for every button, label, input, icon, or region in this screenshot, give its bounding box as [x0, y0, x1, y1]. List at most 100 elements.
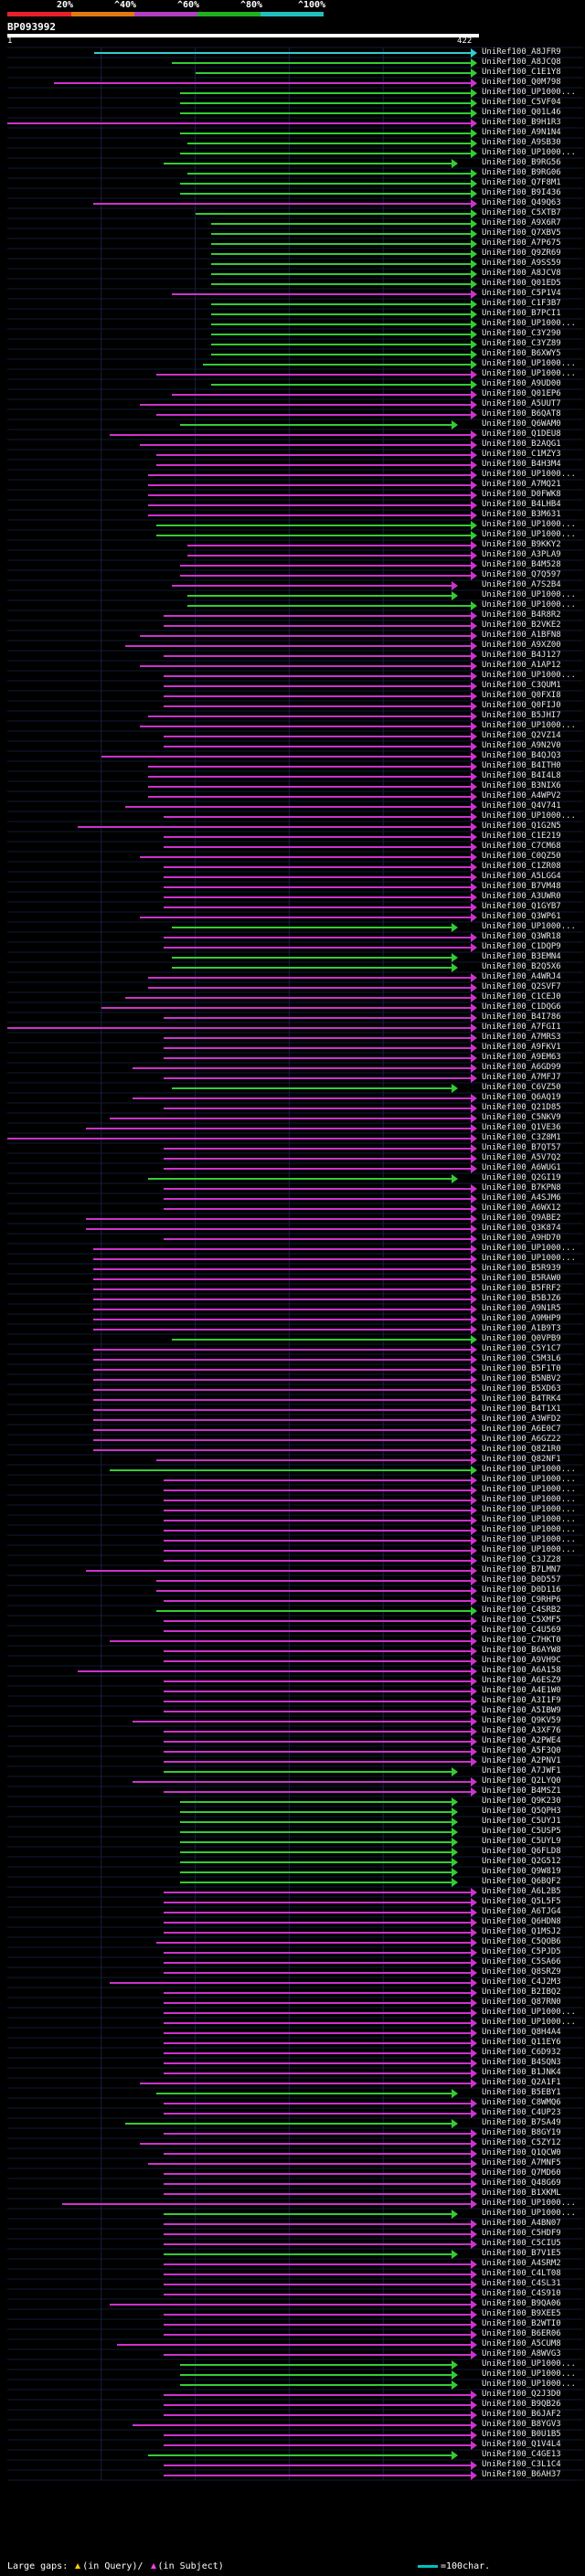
hit-label[interactable]: UniRef100_B9H1R3	[482, 118, 561, 127]
hit-label[interactable]: UniRef100_A4WPV2	[482, 791, 561, 800]
hit-alignment-bar[interactable]	[164, 2002, 472, 2004]
hit-row[interactable]: UniRef100_B7QT57	[0, 1143, 585, 1153]
hit-label[interactable]: UniRef100_C4GE13	[482, 2450, 561, 2459]
hit-alignment-bar[interactable]	[164, 1962, 472, 1964]
hit-row[interactable]: UniRef100_B4TRK4	[0, 1394, 585, 1405]
hit-alignment-bar[interactable]	[7, 1027, 472, 1029]
hit-alignment-bar[interactable]	[164, 1731, 472, 1733]
hit-alignment-bar[interactable]	[124, 645, 472, 647]
hit-row[interactable]: UniRef100_UP1000...	[0, 600, 585, 610]
hit-row[interactable]: UniRef100_Q2GI19	[0, 1173, 585, 1183]
hit-label[interactable]: UniRef100_B4TRK4	[482, 1394, 561, 1404]
hit-label[interactable]: UniRef100_Q21D85	[482, 1103, 561, 1112]
hit-label[interactable]: UniRef100_UP1000...	[482, 1465, 576, 1474]
hit-label[interactable]: UniRef100_A9N2V0	[482, 741, 561, 750]
hit-alignment-bar[interactable]	[164, 2294, 472, 2295]
hit-label[interactable]: UniRef100_Q82NF1	[482, 1455, 561, 1464]
hit-label[interactable]: UniRef100_Q3WR18	[482, 932, 561, 941]
hit-alignment-bar[interactable]	[85, 1128, 472, 1129]
hit-label[interactable]: UniRef100_Q6AQ19	[482, 1093, 561, 1102]
hit-row[interactable]: UniRef100_C4SRB2	[0, 1606, 585, 1616]
hit-alignment-bar[interactable]	[210, 323, 472, 325]
hit-row[interactable]: UniRef100_A6GZ22	[0, 1435, 585, 1445]
hit-row[interactable]: UniRef100_B3EMN4	[0, 952, 585, 962]
hit-label[interactable]: UniRef100_A6E0C7	[482, 1425, 561, 1434]
hit-alignment-bar[interactable]	[171, 1087, 453, 1089]
hit-alignment-bar[interactable]	[164, 1489, 472, 1491]
hit-label[interactable]: UniRef100_B7V1E5	[482, 2249, 561, 2258]
hit-row[interactable]: UniRef100_Q5L5F5	[0, 1897, 585, 1907]
hit-row[interactable]: UniRef100_UP1000...	[0, 470, 585, 480]
hit-alignment-bar[interactable]	[171, 927, 453, 928]
hit-row[interactable]: UniRef100_B5EBY1	[0, 2088, 585, 2098]
hit-row[interactable]: UniRef100_Q3K874	[0, 1224, 585, 1234]
hit-alignment-bar[interactable]	[93, 1329, 472, 1330]
hit-label[interactable]: UniRef100_A9FKV1	[482, 1043, 561, 1052]
hit-label[interactable]: UniRef100_B5XD63	[482, 1384, 561, 1394]
hit-label[interactable]: UniRef100_UP1000...	[482, 319, 576, 328]
hit-row[interactable]: UniRef100_D0FWK8	[0, 490, 585, 500]
hit-row[interactable]: UniRef100_UP1000...	[0, 359, 585, 369]
hit-label[interactable]: UniRef100_Q0VPB9	[482, 1334, 561, 1343]
hit-row[interactable]: UniRef100_A7MRS3	[0, 1033, 585, 1043]
hit-alignment-bar[interactable]	[148, 1178, 453, 1180]
hit-label[interactable]: UniRef100_A9EM63	[482, 1053, 561, 1062]
hit-label[interactable]: UniRef100_B5EBY1	[482, 2088, 561, 2097]
hit-label[interactable]: UniRef100_B1JNK4	[482, 2068, 561, 2077]
hit-alignment-bar[interactable]	[164, 1560, 472, 1562]
hit-row[interactable]: UniRef100_UP1000...	[0, 1475, 585, 1485]
hit-alignment-bar[interactable]	[148, 2454, 453, 2456]
hit-alignment-bar[interactable]	[93, 1369, 472, 1371]
hit-row[interactable]: UniRef100_Q0FXI8	[0, 691, 585, 701]
hit-label[interactable]: UniRef100_Q5QPH3	[482, 1807, 561, 1816]
hit-row[interactable]: UniRef100_B3NIX6	[0, 781, 585, 791]
hit-label[interactable]: UniRef100_C3YZ89	[482, 339, 561, 348]
hit-label[interactable]: UniRef100_A4SRM2	[482, 2259, 561, 2268]
hit-row[interactable]: UniRef100_Q9K230	[0, 1797, 585, 1807]
hit-label[interactable]: UniRef100_A6L2B5	[482, 1887, 561, 1896]
hit-row[interactable]: UniRef100_Q01EP6	[0, 389, 585, 399]
hit-label[interactable]: UniRef100_UP1000...	[482, 2018, 576, 2027]
hit-alignment-bar[interactable]	[164, 937, 472, 938]
hit-label[interactable]: UniRef100_A6ESZ9	[482, 1676, 561, 1685]
hit-alignment-bar[interactable]	[164, 2042, 472, 2044]
hit-row[interactable]: UniRef100_B2WTI0	[0, 2319, 585, 2329]
hit-alignment-bar[interactable]	[203, 364, 472, 366]
hit-row[interactable]: UniRef100_B4T1X1	[0, 1405, 585, 1415]
hit-alignment-bar[interactable]	[140, 726, 472, 727]
hit-row[interactable]: UniRef100_C5M3L6	[0, 1354, 585, 1364]
hit-alignment-bar[interactable]	[210, 253, 472, 255]
hit-row[interactable]: UniRef100_Q01ED5	[0, 279, 585, 289]
hit-alignment-bar[interactable]	[93, 203, 472, 205]
hit-row[interactable]: UniRef100_B9I436	[0, 188, 585, 198]
hit-row[interactable]: UniRef100_A1BFN8	[0, 631, 585, 641]
hit-label[interactable]: UniRef100_Q2G512	[482, 1857, 561, 1866]
hit-alignment-bar[interactable]	[164, 1510, 472, 1511]
hit-label[interactable]: UniRef100_UP1000...	[482, 148, 576, 157]
hit-label[interactable]: UniRef100_Q1VE36	[482, 1123, 561, 1132]
hit-row[interactable]: UniRef100_Q82NF1	[0, 1455, 585, 1465]
hit-alignment-bar[interactable]	[93, 1248, 472, 1250]
hit-row[interactable]: UniRef100_Q5QPH3	[0, 1807, 585, 1817]
hit-row[interactable]: UniRef100_A9XZ00	[0, 641, 585, 651]
hit-row[interactable]: UniRef100_C5USP5	[0, 1827, 585, 1837]
hit-label[interactable]: UniRef100_B4ITH0	[482, 761, 561, 770]
hit-row[interactable]: UniRef100_C5ZY12	[0, 2138, 585, 2148]
hit-alignment-bar[interactable]	[133, 2424, 472, 2426]
hit-label[interactable]: UniRef100_C5Y1C7	[482, 1344, 561, 1353]
hit-label[interactable]: UniRef100_Q5L5F5	[482, 1897, 561, 1906]
hit-alignment-bar[interactable]	[164, 2253, 453, 2255]
hit-row[interactable]: UniRef100_Q4V741	[0, 801, 585, 811]
hit-row[interactable]: UniRef100_UP1000...	[0, 520, 585, 530]
hit-label[interactable]: UniRef100_A4SJM6	[482, 1193, 561, 1203]
hit-alignment-bar[interactable]	[179, 2374, 453, 2376]
hit-row[interactable]: UniRef100_UP1000...	[0, 1535, 585, 1545]
hit-row[interactable]: UniRef100_B4MSZ1	[0, 1786, 585, 1797]
hit-label[interactable]: UniRef100_B6JAF2	[482, 2410, 561, 2419]
hit-row[interactable]: UniRef100_B7SA49	[0, 2118, 585, 2128]
hit-label[interactable]: UniRef100_UP1000...	[482, 721, 576, 730]
hit-alignment-bar[interactable]	[164, 2243, 472, 2245]
hit-row[interactable]: UniRef100_C5VF04	[0, 98, 585, 108]
hit-alignment-bar[interactable]	[179, 1871, 453, 1873]
hit-label[interactable]: UniRef100_C5PJD5	[482, 1947, 561, 1956]
